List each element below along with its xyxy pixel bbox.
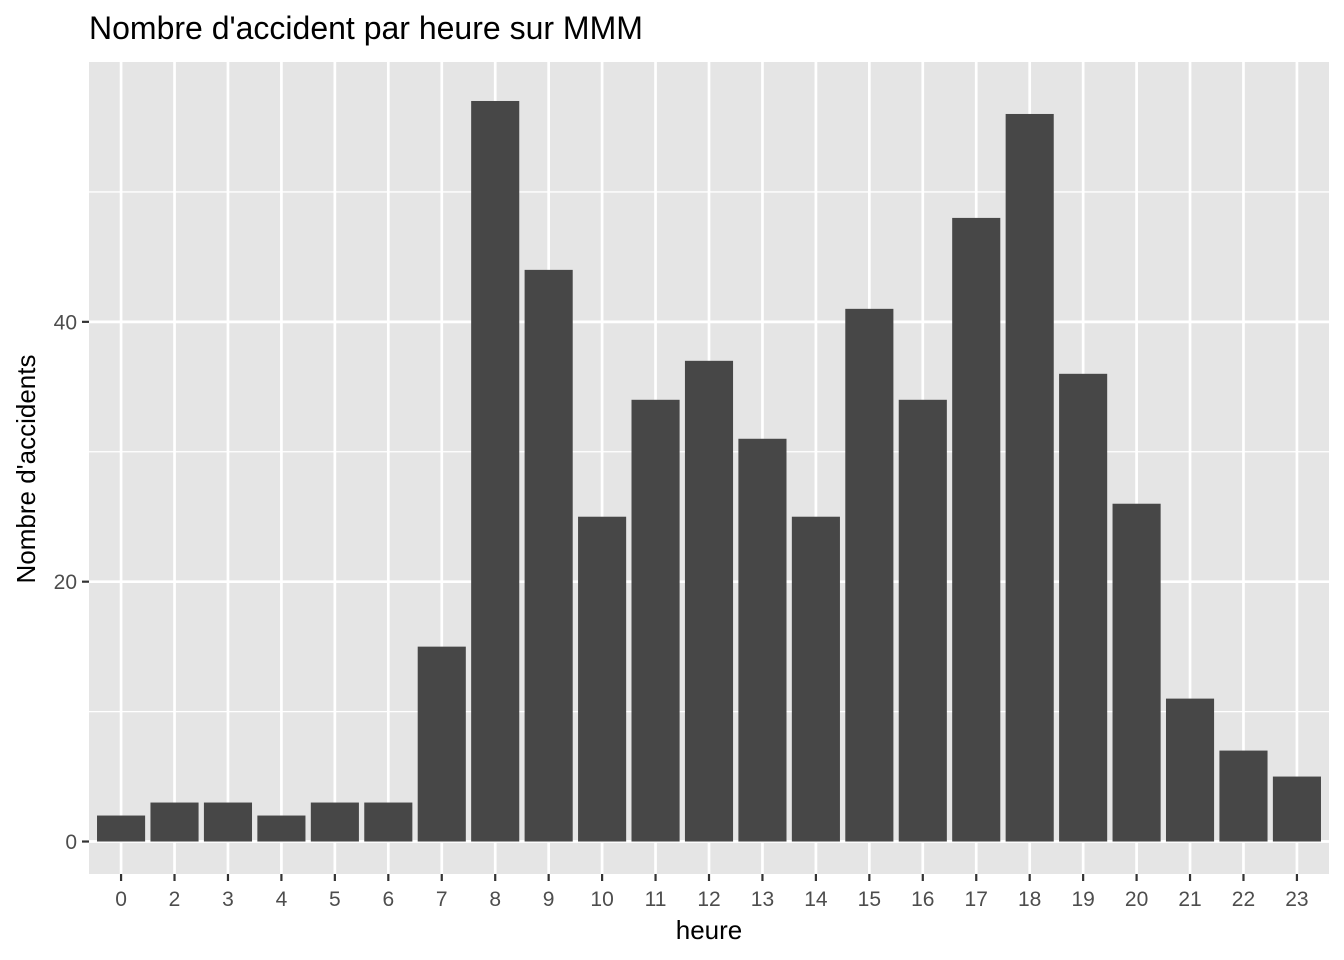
x-tick-label: 2 <box>169 888 181 911</box>
bar-21 <box>1165 698 1215 842</box>
x-tick-label: 8 <box>489 888 501 911</box>
bar-15 <box>845 308 894 842</box>
y-tick-label: 40 <box>54 311 77 334</box>
x-tick-label: 22 <box>1232 888 1255 911</box>
x-tick-label: 10 <box>590 888 613 911</box>
y-axis-title: Nombre d'accidents <box>11 355 41 584</box>
chart-title: Nombre d'accident par heure sur MMM <box>89 10 643 46</box>
x-tick-label: 11 <box>645 888 667 911</box>
bar-11 <box>631 399 680 842</box>
y-axis: 0 20 40 <box>54 311 89 854</box>
bar-23 <box>1272 776 1321 842</box>
bar-10 <box>578 516 627 842</box>
bar-5 <box>310 802 359 842</box>
bar-0 <box>97 815 146 842</box>
x-tick-label: 6 <box>382 888 394 911</box>
x-axis-title: heure <box>676 915 743 945</box>
bar-2 <box>150 802 199 842</box>
x-tick-label: 18 <box>1018 888 1041 911</box>
x-tick-label: 20 <box>1125 888 1148 911</box>
bar-16 <box>898 399 947 842</box>
x-axis: 0 2 3 4 5 6 7 8 9 10 11 12 13 14 15 16 17 18 19 20 21 22 23 <box>115 874 1309 911</box>
x-tick-label: 15 <box>858 888 881 911</box>
x-tick-label: 19 <box>1071 888 1094 911</box>
bar-19 <box>1059 373 1108 842</box>
bar-9 <box>524 269 573 842</box>
bar-12 <box>684 360 734 842</box>
x-tick-label: 4 <box>276 888 288 911</box>
x-tick-label: 16 <box>911 888 934 911</box>
bar-17 <box>952 217 1001 842</box>
bar-20 <box>1112 503 1161 842</box>
x-tick-label: 0 <box>115 888 127 911</box>
bar-4 <box>257 815 306 842</box>
bar-8 <box>471 100 520 842</box>
bar-3 <box>203 802 253 842</box>
bar-18 <box>1005 113 1054 842</box>
x-tick-label: 12 <box>697 888 720 911</box>
y-tick-label: 0 <box>65 831 77 854</box>
x-tick-label: 7 <box>436 888 448 911</box>
bar-6 <box>364 802 413 842</box>
bars <box>97 100 1321 842</box>
x-tick-label: 5 <box>329 888 341 911</box>
x-tick-label: 13 <box>751 888 774 911</box>
x-tick-label: 14 <box>804 888 828 911</box>
bar-22 <box>1219 750 1268 842</box>
x-tick-label: 17 <box>965 888 988 911</box>
x-tick-label: 23 <box>1285 888 1308 911</box>
x-tick-label: 9 <box>543 888 555 911</box>
bar-13 <box>738 438 787 842</box>
y-tick-label: 20 <box>54 571 77 594</box>
bar-7 <box>417 646 466 842</box>
bar-14 <box>791 516 840 842</box>
x-tick-label: 21 <box>1178 888 1201 911</box>
x-tick-label: 3 <box>222 888 234 911</box>
